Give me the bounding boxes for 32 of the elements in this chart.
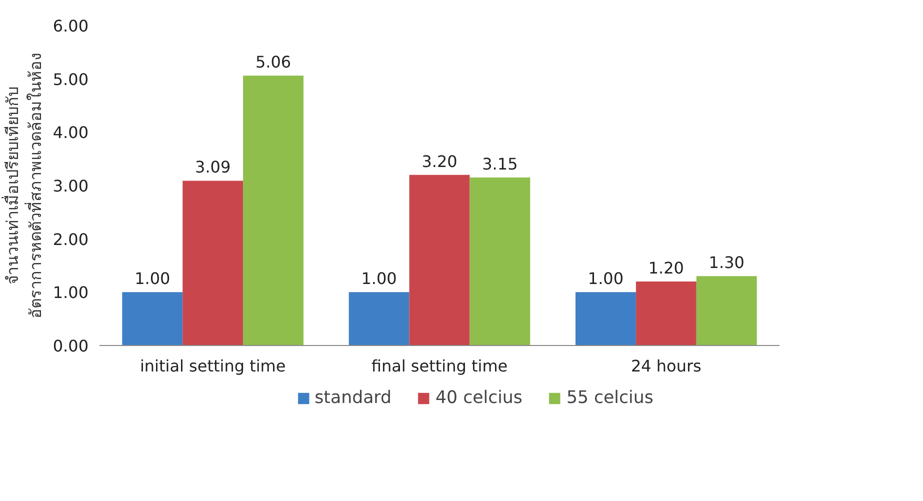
y-tick-label: 2.00	[52, 230, 88, 249]
x-tick-label: initial setting time	[140, 356, 286, 376]
bar	[696, 276, 757, 346]
bar	[576, 292, 636, 346]
x-tick-label: 24 hours	[630, 356, 702, 376]
data-label: 1.30	[708, 253, 744, 272]
y-tick-label: 1.00	[52, 283, 88, 302]
bar	[122, 292, 183, 346]
y-tick-label: 5.00	[52, 70, 88, 89]
bar	[470, 178, 530, 346]
bar	[636, 282, 696, 346]
legend-label: standard	[314, 388, 392, 408]
data-label: 5.06	[255, 52, 292, 72]
bar	[409, 174, 470, 346]
data-label: 1.00	[588, 269, 624, 288]
y-tick-label: 0.00	[52, 336, 88, 356]
legend-label: 55 celcius	[566, 388, 654, 408]
data-label: 3.09	[195, 158, 231, 177]
x-tick-label: final setting time	[371, 356, 508, 376]
data-label: 1.00	[361, 269, 397, 288]
bar	[243, 76, 304, 346]
y-tick-label: 3.00	[52, 176, 88, 196]
data-label: 1.20	[648, 258, 684, 278]
data-label: 3.15	[482, 154, 518, 174]
data-label: 1.00	[134, 269, 170, 288]
bar	[182, 180, 244, 346]
bar	[348, 292, 410, 346]
y-tick-label: 4.00	[52, 123, 88, 142]
data-label: 3.20	[422, 152, 458, 171]
y-axis-title: จำนวนเท่าเมื่อเปรียบเทียบกับ อัตราการหดตัวที่สภาพแวดล้อมในห้อง	[1, 52, 45, 318]
y-tick-label: 6.00	[52, 16, 88, 36]
legend-label: 40 celcius	[436, 388, 522, 408]
